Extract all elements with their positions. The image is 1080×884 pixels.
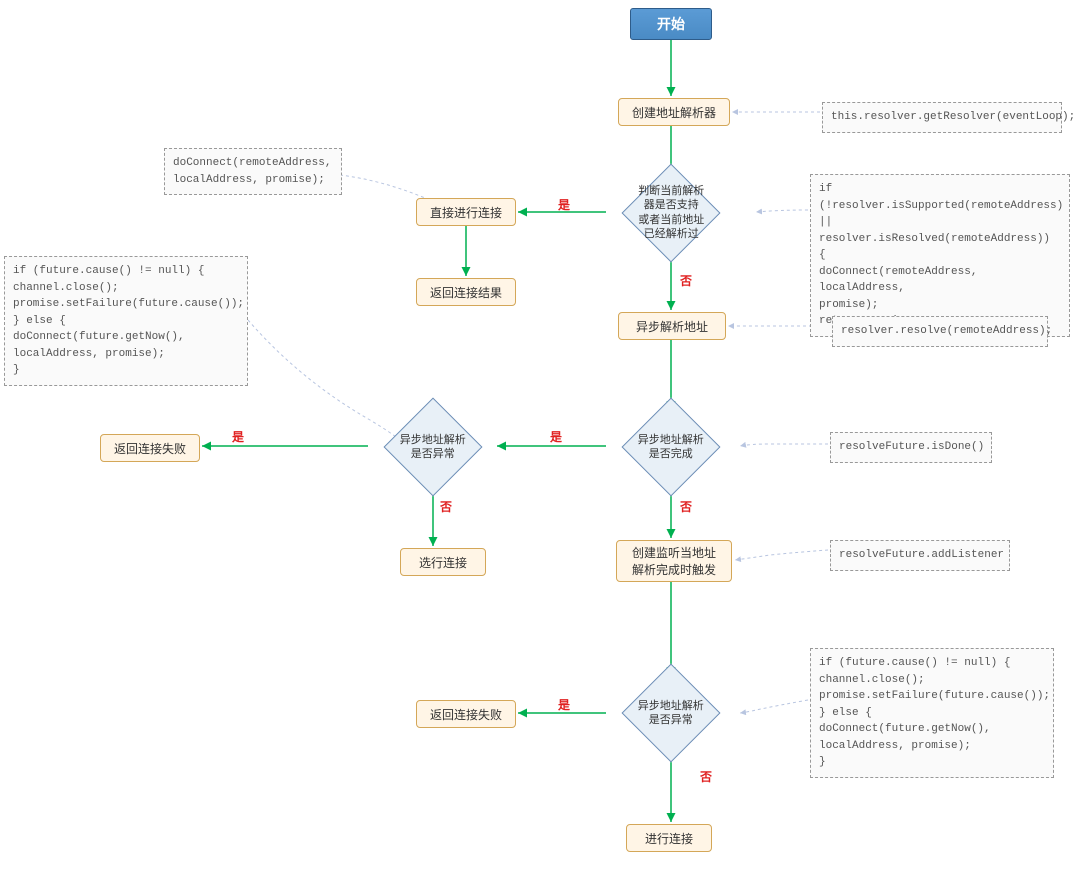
annotation-7: resolveFuture.addListener	[830, 540, 1010, 571]
node-label: 直接进行连接	[430, 204, 502, 221]
edge-label-no1: 否	[680, 272, 692, 289]
process-return-fail2: 返回连接失败	[416, 700, 516, 728]
annot-text: resolver.resolve(remoteAddress);	[841, 325, 1052, 337]
annot-text: if (!resolver.isSupported(remoteAddress)…	[819, 183, 1063, 327]
edge-label-no3: 否	[440, 498, 452, 515]
process-direct-connect: 直接进行连接	[416, 198, 516, 226]
node-label: 异步地址解析是否完成	[637, 433, 705, 462]
node-label: 异步地址解析是否异常	[399, 433, 467, 462]
node-label: 创建地址解析器	[632, 104, 716, 121]
annotation-3: if (!resolver.isSupported(remoteAddress)…	[810, 174, 1070, 337]
process-async-resolve: 异步解析地址	[618, 312, 726, 340]
node-label: 创建监听当地址 解析完成时触发	[632, 544, 716, 578]
node-label: 判断当前解析器是否支持 或者当前地址已经解析过	[637, 184, 705, 241]
annot-text: resolveFuture.isDone()	[839, 441, 984, 453]
edge-label-no4: 否	[700, 768, 712, 785]
edge-label-yes2: 是	[550, 428, 562, 445]
process-create-resolver: 创建地址解析器	[618, 98, 730, 126]
process-do-connect2: 进行连接	[626, 824, 712, 852]
edge-label-yes3: 是	[232, 428, 244, 445]
node-label: 异步地址解析是否异常	[637, 699, 705, 728]
node-label: 返回连接结果	[430, 284, 502, 301]
edge-label-yes4: 是	[558, 696, 570, 713]
annotation-4: if (future.cause() != null) { channel.cl…	[4, 256, 248, 386]
annot-text: this.resolver.getResolver(eventLoop);	[831, 111, 1075, 123]
node-label: 选行连接	[419, 554, 467, 571]
annot-text: resolveFuture.addListener	[839, 549, 1004, 561]
node-label: 返回连接失败	[114, 440, 186, 457]
start-label: 开始	[657, 14, 685, 34]
annotation-1: this.resolver.getResolver(eventLoop);	[822, 102, 1062, 133]
node-label: 返回连接失败	[430, 706, 502, 723]
annot-text: doConnect(remoteAddress, localAddress, p…	[173, 157, 331, 186]
edge-label-no2: 否	[680, 498, 692, 515]
annotation-5: resolver.resolve(remoteAddress);	[832, 316, 1048, 347]
node-label: 异步解析地址	[636, 318, 708, 335]
edge-label-yes1: 是	[558, 196, 570, 213]
process-do-connect1: 选行连接	[400, 548, 486, 576]
node-label: 进行连接	[645, 830, 693, 847]
start-node: 开始	[630, 8, 712, 40]
annot-text: if (future.cause() != null) { channel.cl…	[819, 657, 1050, 768]
annotation-6: resolveFuture.isDone()	[830, 432, 992, 463]
process-return-fail1: 返回连接失败	[100, 434, 200, 462]
annotation-8: if (future.cause() != null) { channel.cl…	[810, 648, 1054, 778]
annot-text: if (future.cause() != null) { channel.cl…	[13, 265, 244, 376]
process-return-result: 返回连接结果	[416, 278, 516, 306]
process-add-listener: 创建监听当地址 解析完成时触发	[616, 540, 732, 582]
annotation-2: doConnect(remoteAddress, localAddress, p…	[164, 148, 342, 195]
